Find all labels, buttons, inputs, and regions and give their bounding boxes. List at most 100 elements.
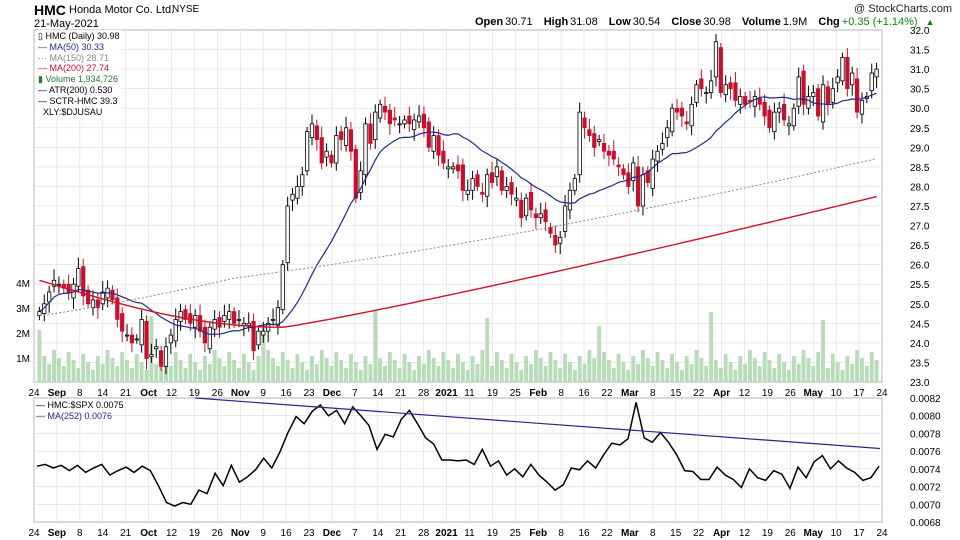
- volume-bar: [285, 360, 290, 382]
- volume-bar: [835, 362, 840, 382]
- candle-body: [261, 330, 266, 336]
- volume-tick-label: 4M: [16, 279, 30, 290]
- volume-bar: [572, 370, 577, 382]
- candle-body: [275, 307, 281, 326]
- legend-volume-text: Volume 1,934,726: [45, 74, 119, 85]
- legend-ma150-text: MA(150) 28.71: [49, 52, 110, 63]
- candle-body: [163, 346, 169, 367]
- candle-body: [699, 78, 704, 90]
- candle-body: [120, 313, 125, 332]
- candle-body: [616, 164, 621, 168]
- volume-bar: [728, 362, 733, 382]
- price-tick-label: 26.0: [910, 261, 930, 272]
- candle-body: [825, 86, 830, 105]
- price-panel: 23.0 23.5 24.0 24.5 25.0 25.5 26.0 26.5 27.0 27.5…: [16, 26, 930, 399]
- candle-body: [193, 315, 198, 328]
- x-tick-label: 25: [510, 388, 522, 399]
- x-tick-label: 12: [166, 388, 178, 399]
- candle-body: [582, 117, 587, 129]
- volume-bar: [56, 358, 61, 382]
- candle-body: [407, 115, 412, 125]
- candle-body: [402, 119, 407, 125]
- volume-bar: [514, 362, 519, 382]
- legend-ma252-text: MA(252) 0.0076: [47, 410, 113, 421]
- volume-bar: [368, 364, 373, 382]
- volume-bar: [665, 368, 670, 382]
- legend-xly-text: XLY:$DJUSAU: [43, 106, 103, 117]
- ratio-x-tick-label: 25: [510, 528, 522, 539]
- volume-bar: [134, 354, 139, 382]
- legend-ma50-text: MA(50) 30.33: [49, 41, 105, 52]
- candle-body: [519, 199, 524, 219]
- price-tick-label: 29.5: [910, 124, 930, 135]
- candle-body: [611, 150, 616, 160]
- candle-body: [81, 266, 86, 297]
- x-tick-label: Sep: [48, 388, 66, 399]
- candle-body: [173, 319, 178, 342]
- candle-body: [694, 84, 699, 103]
- legend-ma252: — MA(252) 0.0076: [36, 410, 113, 421]
- volume-bar: [485, 318, 490, 382]
- ratio-x-tick-label: Feb: [529, 528, 547, 539]
- x-tick-label: 8: [650, 388, 656, 399]
- candle-body: [358, 170, 363, 193]
- volume-bar: [850, 364, 855, 382]
- ratio-tick-label: 0.0076: [910, 447, 941, 458]
- open-label: Open: [475, 16, 504, 28]
- candle-body: [392, 117, 397, 121]
- volume-tick-label: 1M: [16, 354, 30, 365]
- candle-body: [816, 88, 821, 117]
- volume-bar: [811, 366, 816, 382]
- x-tick-label: Nov: [231, 388, 250, 399]
- high-label: High: [543, 16, 569, 28]
- candle-body: [567, 189, 573, 211]
- price-tick-label: 24.0: [910, 339, 930, 350]
- ratio-x-tick-label: 24: [28, 528, 40, 539]
- candle-body: [251, 320, 256, 352]
- candle-body: [558, 236, 563, 244]
- x-tick-label: 28: [418, 388, 430, 399]
- price-tick-label: 27.5: [910, 202, 930, 213]
- legend-volume: ▮ Volume 1,934,726: [38, 74, 120, 85]
- candle-body: [708, 80, 714, 93]
- candle-body: [129, 334, 135, 344]
- candle-body: [621, 168, 626, 176]
- candle-body: [159, 350, 164, 367]
- low-value: 30.54: [632, 16, 661, 28]
- volume-bar: [261, 324, 266, 382]
- ratio-x-tick-label: 22: [693, 528, 705, 539]
- candle-body: [587, 129, 592, 137]
- ma150-line: [39, 158, 877, 317]
- volume-bar: [752, 358, 757, 382]
- candle-body: [718, 47, 723, 93]
- volume-bar: [139, 362, 144, 382]
- x-tick-label: 26: [785, 388, 797, 399]
- ratio-tick-label: 0.0072: [910, 483, 941, 494]
- candle-body: [577, 111, 582, 176]
- volume-bar: [460, 362, 465, 382]
- x-tick-label: Dec: [323, 388, 342, 399]
- candle-body: [124, 334, 130, 337]
- volume-bar: [383, 366, 387, 382]
- volume-bar: [675, 362, 679, 382]
- candle-body: [752, 96, 757, 107]
- candle-body: [421, 113, 427, 129]
- candle-body: [134, 338, 139, 341]
- ratio-tick-label: 0.0070: [910, 500, 941, 511]
- volume-bar: [446, 360, 451, 382]
- x-tick-label: 16: [578, 388, 590, 399]
- volume-bar: [125, 360, 129, 382]
- candle-body: [212, 319, 217, 330]
- candle-body: [285, 205, 290, 264]
- x-tick-label: 23: [303, 388, 315, 399]
- volume-bar: [762, 352, 767, 382]
- candle-body: [378, 103, 383, 119]
- candle-body: [850, 72, 855, 86]
- volume-bar: [168, 366, 173, 382]
- close-value: 30.98: [703, 16, 731, 28]
- volume-bar: [246, 362, 251, 382]
- candle-body: [465, 189, 470, 195]
- candle-body: [597, 139, 602, 142]
- candle-body: [373, 111, 378, 140]
- ratio-x-tick-label: 12: [166, 528, 178, 539]
